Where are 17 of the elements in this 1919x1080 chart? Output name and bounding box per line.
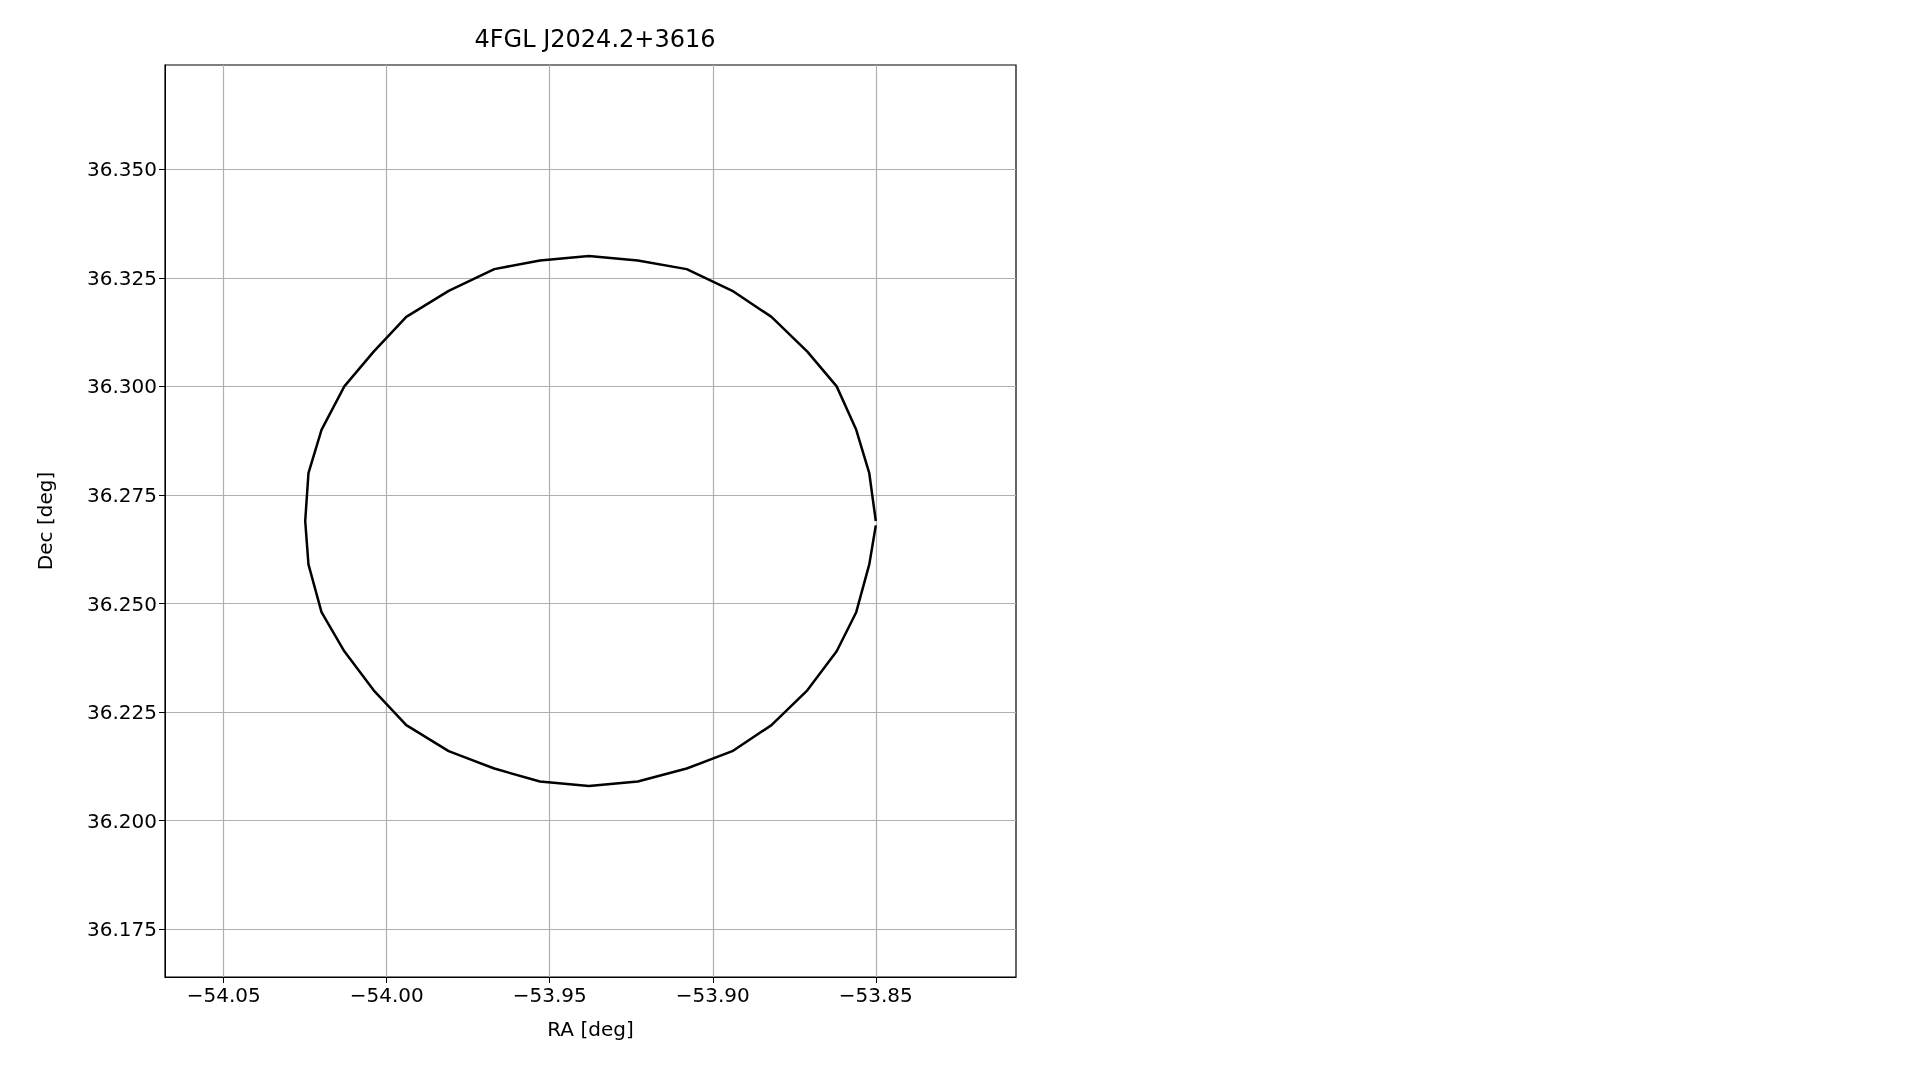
line-series [303,254,878,788]
y-tick-label: 36.300 [87,374,157,399]
y-tick-label: 36.350 [87,157,157,182]
y-tick-label: 36.200 [87,808,157,833]
y-tick-label: 36.250 [87,591,157,616]
x-tick-label: −53.95 [512,983,587,1007]
y-axis-title: Dec [deg] [33,471,57,571]
y-tick-label: 36.325 [87,265,157,290]
x-tick-label: −53.90 [675,983,750,1007]
y-tick-label: 36.175 [87,917,157,942]
x-axis-title: RA [deg] [547,1017,634,1041]
x-tick-label: −54.00 [349,983,424,1007]
x-tick-label: −53.85 [838,983,913,1007]
x-tick-label: −54.05 [186,983,261,1007]
y-tick-label: 36.275 [87,482,157,507]
chart-title: 4FGL J2024.2+3616 [474,25,716,53]
y-tick-label: 36.225 [87,700,157,725]
